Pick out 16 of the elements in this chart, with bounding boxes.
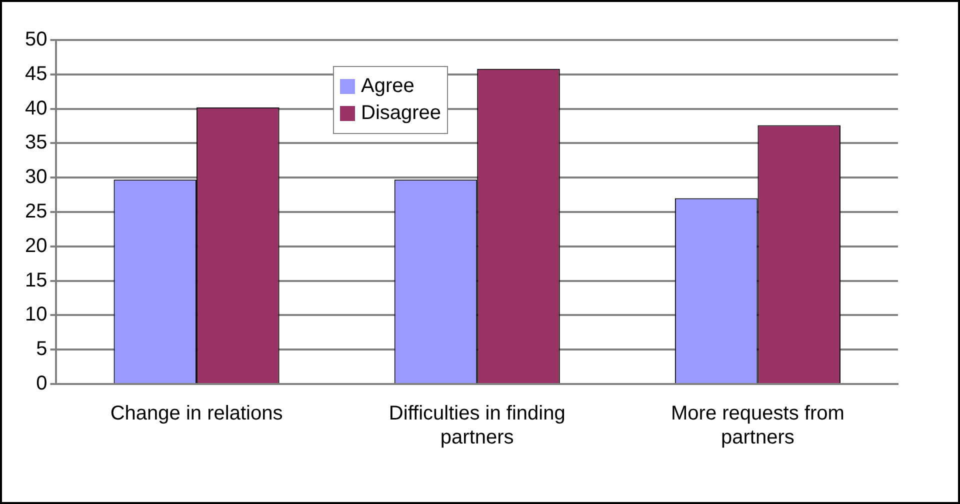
x-tick-label: Difficulties in finding partners xyxy=(388,402,566,449)
y-tick-label: 30 xyxy=(24,166,48,188)
y-tick-label: 10 xyxy=(24,304,48,326)
legend-label: Disagree xyxy=(361,102,442,125)
x-tick-label: More requests from partners xyxy=(671,402,844,449)
y-tick-label: 15 xyxy=(24,269,48,292)
y-tick-label: 40 xyxy=(24,97,48,120)
y-tick-label: 5 xyxy=(36,338,48,360)
y-tick-label: 45 xyxy=(24,62,48,85)
y-tick-label: 25 xyxy=(24,200,48,223)
y-tick-label: 20 xyxy=(24,234,48,257)
x-tick-label: Change in relations xyxy=(110,402,283,425)
legend-label: Agree xyxy=(361,75,414,98)
y-tick-label: 50 xyxy=(24,28,48,51)
y-tick-label: 0 xyxy=(36,372,48,395)
y-tick-label: 35 xyxy=(24,132,48,154)
